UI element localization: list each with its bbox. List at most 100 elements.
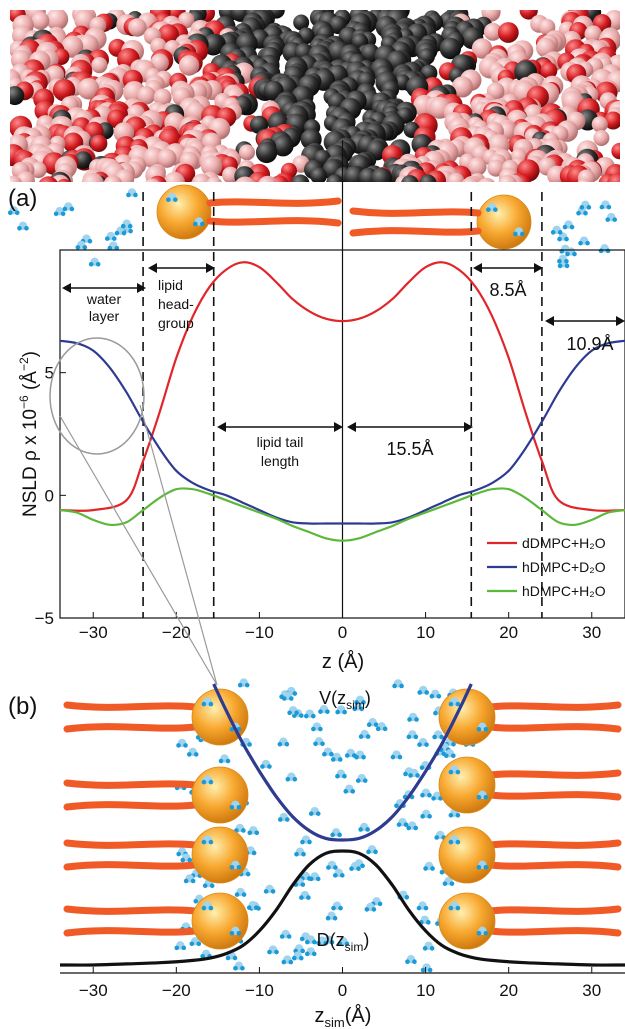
water-hydrogen [365,827,370,832]
bilayer-schematic-top [7,184,618,269]
water-hydrogen [455,701,461,707]
atom [200,155,223,177]
water-hydrogen [344,941,350,947]
water-hydrogen [564,259,569,264]
water-molecule [281,955,294,965]
lipid-tail [63,801,199,811]
water-molecule [375,722,388,732]
head-group-sphere [438,826,496,884]
water-hydrogen [448,769,454,775]
legend: dDMPC+H₂O hDMPC+D₂O hDMPC+H₂O [487,535,606,599]
water-molecule [183,874,196,884]
potential-ticks: −30 −20 −10 0 10 20 30 [79,967,601,1000]
water-hydrogen [344,753,350,758]
water-hydrogen [225,955,231,961]
water-hydrogen [236,931,242,936]
atom [30,161,47,179]
head-group-label-line: group [158,315,194,331]
water-hydrogen [315,876,321,882]
water-hydrogen [449,881,455,886]
water-hydrogen [104,236,110,241]
water-hydrogen [181,945,187,951]
head-group-sphere [438,756,496,814]
water-hydrogen [612,217,618,222]
water-molecule [120,219,133,229]
water-hydrogen [277,817,283,822]
tail-length-label: lipid tail length [257,434,304,469]
water-hydrogen [427,792,432,798]
water-hydrogen [193,898,199,904]
head-group-sphere [476,194,532,250]
water-hydrogen [455,769,461,775]
water-molecule [442,876,455,886]
ylabel-main: NSLD ρ x 10 [20,409,41,517]
head-group-sphere [191,766,249,824]
water-molecule [331,901,343,911]
water-molecule [434,830,446,840]
water-hydrogen [320,741,325,747]
atom [145,165,166,182]
water-hydrogen [358,827,363,832]
atom [451,76,473,98]
water-hydrogen [208,701,214,707]
water-molecule [579,200,592,210]
water-hydrogen [371,907,377,912]
atom [128,18,147,37]
water-hydrogen [299,895,304,900]
arrow-head-left [347,422,356,432]
water-hydrogen [330,757,336,762]
water-hydrogen [95,261,101,267]
water-molecule [330,828,342,838]
water-hydrogen [359,706,365,712]
water-hydrogen [408,773,413,778]
water-hydrogen [455,812,461,818]
water-hydrogen [426,920,431,925]
water-hydrogen [557,230,563,235]
legend-label: hDMPC+H₂O [522,583,606,599]
water-molecule [305,935,317,945]
atom [401,175,419,182]
x-tick-label: 10 [416,623,435,642]
water-molecule [406,821,419,831]
water-hydrogen [88,261,94,267]
water-molecule [476,860,489,870]
water-hydrogen [236,805,242,810]
water-hydrogen [288,959,294,965]
water-hydrogen [483,865,489,870]
water-hydrogen [579,205,585,210]
water-hydrogen [394,803,399,809]
lipid-tail [63,723,199,733]
water-hydrogen [331,905,336,911]
head-group-label-line: lipid [158,277,183,293]
atom [419,174,437,182]
atom [16,171,35,182]
water-molecule [313,737,325,747]
water-molecule [598,244,611,254]
x-tick-label: 0 [338,623,347,642]
water-molecule [354,750,366,760]
lipid-tail [63,905,199,915]
water-molecule [237,678,250,688]
water-hydrogen [429,693,435,699]
water-hydrogen [299,936,305,942]
water-hydrogen [572,251,577,257]
arrow-head-left [473,263,482,273]
water-hydrogen [442,881,448,886]
atom [206,176,222,182]
water-hydrogen [201,701,207,707]
water-hydrogen [364,907,370,912]
nsld-ticks: −30 −20 −10 0 10 20 30−505 [35,364,602,642]
arrow-head-left [217,422,226,432]
water-molecule [246,900,259,910]
water-hydrogen [404,894,410,900]
water-hydrogen [605,248,611,254]
x-tick-label: 30 [582,981,601,1000]
water-hydrogen [564,236,569,242]
water-molecule [304,947,317,957]
water-hydrogen [183,743,188,748]
atom [258,176,276,182]
water-hydrogen [253,905,259,910]
water-hydrogen [414,717,419,722]
water-molecule [392,679,404,689]
atom [607,173,620,182]
